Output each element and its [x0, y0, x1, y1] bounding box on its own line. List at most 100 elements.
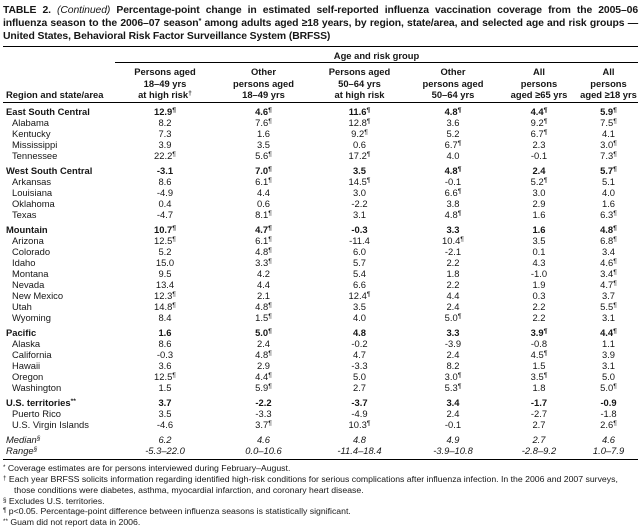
column-header-line: persons aged	[233, 77, 294, 89]
footnote-marker: **	[70, 398, 76, 406]
table-caption: TABLE 2. (Continued) Percentage-point ch…	[3, 4, 638, 43]
value-cell: -5.3–22.0	[145, 445, 185, 457]
row-label: New Mexico	[12, 290, 64, 302]
table-row: Montana 9.5 4.2 5.4 1.8 -1.0 3.4¶	[3, 268, 638, 279]
value-cell: 1.1	[601, 338, 616, 350]
column-header-1: Persons aged 18–49 yrs at high risk†	[115, 62, 215, 104]
footnote-marker: ¶	[457, 107, 462, 115]
footnote-marker: ¶	[613, 302, 617, 310]
value-cell: 12.5¶	[154, 371, 176, 383]
table-row: California -0.3 4.8¶ 4.7 2.4 4.5¶ 3.9	[3, 349, 638, 360]
footnote-marker: §	[36, 435, 41, 443]
value-cell: 5.6¶	[255, 150, 272, 162]
value-cell: -0.3	[156, 349, 174, 361]
value-cell: 12.3¶	[154, 290, 176, 302]
value-cell: -0.3	[351, 224, 368, 236]
value-cell: 6.6	[352, 279, 367, 291]
value-cell: 0.6	[352, 139, 367, 151]
value-cell: 6.1¶	[255, 235, 272, 247]
table-number: TABLE 2.	[3, 5, 51, 16]
value-cell: 6.7¶	[444, 139, 462, 151]
value-cell: 0.3	[532, 290, 546, 302]
row-label: Texas	[12, 209, 37, 221]
column-header-line: persons	[590, 77, 627, 89]
footnote-marker: ¶	[457, 188, 462, 196]
value-cell: 5.9¶	[255, 382, 272, 394]
row-label: U.S. Virgin Islands	[12, 419, 89, 431]
footnote-marker: ¶	[268, 151, 272, 159]
value-cell: 6.8¶	[600, 235, 617, 247]
value-cell: 1.5	[158, 382, 172, 394]
value-cell: -2.2	[351, 198, 368, 210]
row-label: Median§	[6, 434, 41, 446]
value-cell: 4.9	[446, 434, 460, 446]
footnote-marker: ¶	[543, 372, 548, 380]
row-label: West South Central	[6, 165, 93, 177]
footnote-marker: ¶	[268, 225, 272, 233]
footnote-marker: ¶	[366, 420, 371, 428]
value-cell: 3.3	[446, 224, 460, 236]
value-cell: -0.1	[444, 419, 462, 431]
footnote: * Coverage estimates are for persons int…	[3, 463, 291, 474]
row-label: Alabama	[12, 117, 50, 129]
footnote-marker: ¶	[543, 350, 548, 358]
row-label: Alaska	[12, 338, 41, 350]
value-cell: 3.5	[158, 408, 172, 420]
value-cell: 4.8¶	[255, 246, 272, 258]
value-cell: 5.0	[601, 371, 616, 383]
footnote-marker: ¶	[268, 210, 272, 218]
table-row: Colorado 5.2 4.8¶ 6.0 -2.1 0.1 3.4	[3, 246, 638, 257]
value-cell: 12.4¶	[348, 290, 371, 302]
row-label: U.S. territories**	[6, 397, 76, 409]
value-cell: 4.8	[352, 434, 367, 446]
value-cell: 1.8	[446, 268, 460, 280]
value-cell: 3.1	[601, 312, 616, 324]
value-cell: -2.2	[255, 397, 272, 409]
footnote-marker: ¶	[613, 258, 617, 266]
footnote-marker: ¶	[268, 177, 272, 185]
span-header-row: Age and risk group	[3, 47, 639, 64]
footnote-marker: ¶	[613, 225, 617, 233]
value-cell: 4.5¶	[530, 349, 548, 361]
value-cell: 2.4	[256, 338, 271, 350]
value-cell: 3.7¶	[255, 419, 272, 431]
value-cell: 3.5	[256, 139, 271, 151]
footnote-marker: ¶	[366, 118, 371, 126]
value-cell: 2.2	[532, 301, 546, 313]
value-cell: 8.4	[158, 312, 172, 324]
value-cell: 12.8¶	[348, 117, 371, 129]
value-cell: 2.9	[256, 360, 271, 372]
value-cell: 4.0	[601, 187, 616, 199]
value-cell: -0.1	[444, 176, 462, 188]
value-cell: 9.5	[158, 268, 172, 280]
footnote-marker: ¶	[172, 151, 176, 159]
footnote-marker: ¶	[172, 225, 177, 233]
header-corner	[3, 47, 115, 63]
value-cell: 4.2	[256, 268, 271, 280]
table-row: Utah 14.8¶ 4.8¶ 3.5 2.4 2.2 5.5¶	[3, 301, 638, 312]
footnote-marker: ¶	[268, 383, 272, 391]
column-header-line: All	[602, 66, 615, 78]
footnote-marker: ¶	[366, 177, 371, 185]
row-label: East South Central	[6, 106, 90, 118]
value-cell: -3.3	[351, 360, 368, 372]
value-cell: 11.6¶	[348, 106, 371, 118]
value-cell: 1.5¶	[255, 312, 272, 324]
value-cell: 3.6	[158, 360, 172, 372]
value-cell: 2.2	[446, 279, 460, 291]
footnote-marker: ¶	[613, 269, 617, 277]
footnote-marker: ¶	[613, 420, 617, 428]
column-header-line: Other	[250, 66, 276, 78]
value-cell: 4.6	[601, 434, 616, 446]
footnote-marker: ¶	[268, 372, 272, 380]
footnote-marker: ¶	[268, 302, 272, 310]
column-header-line: 50–64 yrs	[338, 77, 381, 89]
table-row: U.S. Virgin Islands -4.6 3.7¶ 10.3¶ -0.1 2.7 2…	[3, 419, 638, 430]
row-label: Oregon	[12, 371, 44, 383]
footnote-marker: ¶	[268, 107, 272, 115]
value-cell: 4.8¶	[255, 301, 272, 313]
value-cell: 5.2	[446, 128, 460, 140]
value-cell: 2.2	[446, 257, 460, 269]
table-row: Wyoming 8.4 1.5¶ 4.0 5.0¶ 2.2 3.1	[3, 312, 638, 323]
value-cell: 3.1	[601, 360, 616, 372]
